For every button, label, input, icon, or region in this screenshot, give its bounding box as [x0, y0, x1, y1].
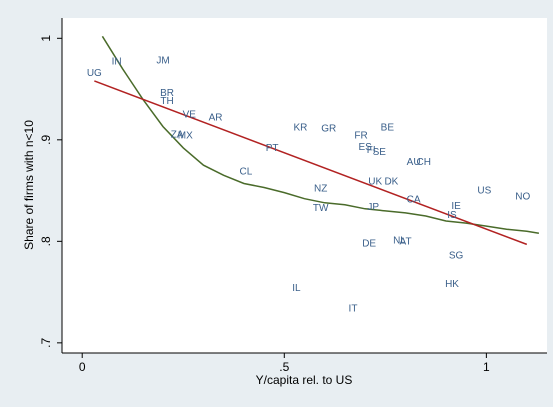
point-label-au: AU [407, 157, 421, 168]
y-tick-label: .9 [39, 134, 53, 144]
point-label-il: IL [292, 283, 301, 294]
point-label-it: IT [349, 303, 358, 314]
point-label-za: ZA [171, 130, 184, 141]
point-label-se: SE [373, 147, 387, 158]
y-tick-label: 1 [39, 35, 53, 42]
point-label-be: BE [381, 123, 395, 134]
x-tick-label: 0 [79, 360, 86, 374]
point-label-ch: CH [417, 157, 431, 168]
point-label-cl: CL [239, 166, 252, 177]
point-label-kr: KR [294, 123, 308, 134]
y-tick-label: .7 [39, 338, 53, 348]
point-label-es: ES [358, 142, 372, 153]
point-label-nz: NZ [314, 184, 327, 195]
point-label-th: TH [160, 96, 173, 107]
point-label-no: NO [515, 192, 530, 203]
x-tick-label: 1 [483, 360, 490, 374]
point-label-sg: SG [449, 251, 464, 262]
point-label-tw: TW [313, 203, 329, 214]
y-axis-label: Share of firms with n<10 [22, 120, 36, 250]
point-label-fi: FI [367, 145, 376, 156]
point-label-jm: JM [156, 56, 169, 67]
fitted-regression-line [94, 80, 528, 246]
point-label-gr: GR [321, 124, 336, 135]
point-label-ar: AR [209, 112, 223, 123]
x-axis-label: Y/capita rel. to US [256, 373, 353, 387]
point-label-is: IS [447, 210, 457, 221]
point-label-uk: UK [368, 176, 382, 187]
plot-area [62, 18, 547, 353]
y-tick-label: .8 [39, 236, 53, 246]
x-tick-label: .5 [279, 360, 289, 374]
point-label-ie: IE [451, 201, 461, 212]
point-label-ca: CA [407, 195, 421, 206]
point-label-jp: JP [367, 202, 379, 213]
point-label-mx: MX [178, 131, 193, 142]
point-label-pt: PT [266, 143, 279, 154]
point-label-br: BR [160, 88, 174, 99]
point-label-at: AT [400, 236, 412, 247]
point-label-fr: FR [354, 131, 367, 142]
point-label-in: IN [112, 57, 122, 68]
point-label-ug: UG [87, 68, 102, 79]
point-label-ve: VE [183, 109, 197, 120]
fitted-lines [94, 35, 540, 246]
point-label-hk: HK [445, 279, 459, 290]
point-label-de: DE [362, 238, 376, 249]
point-label-dk: DK [384, 176, 398, 187]
axis-ticks: 0 .5 1 .7 .8 .9 1 [39, 35, 490, 374]
point-label-us: US [477, 186, 491, 197]
point-label-nl: NL [393, 235, 406, 246]
